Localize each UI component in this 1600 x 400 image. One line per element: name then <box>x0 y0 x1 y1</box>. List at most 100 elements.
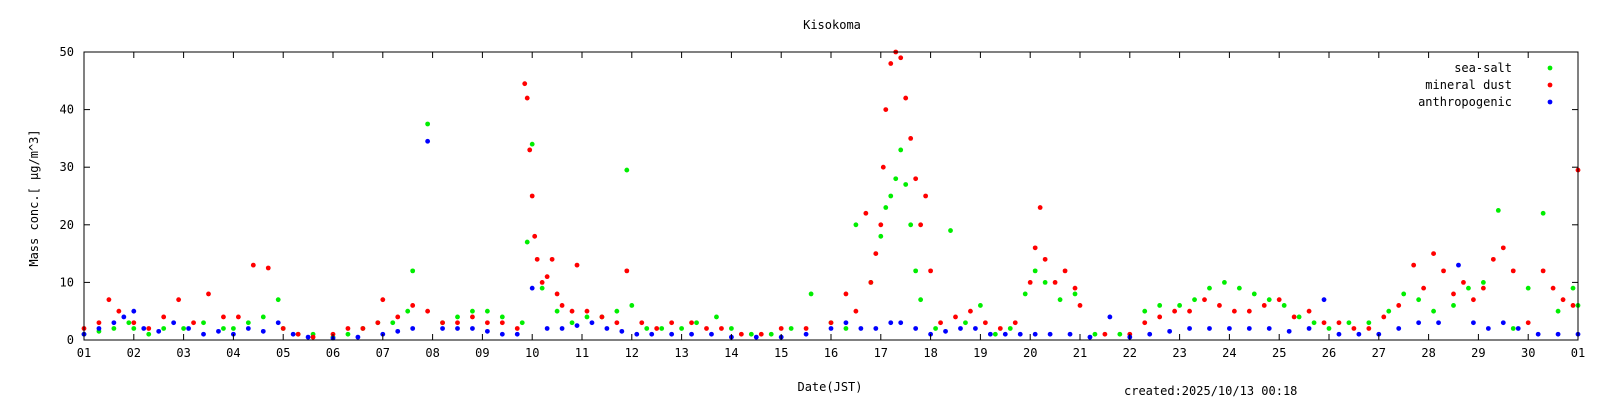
data-point <box>714 314 719 320</box>
data-point <box>1515 326 1521 331</box>
legend-marker <box>1547 99 1553 105</box>
data-point <box>948 228 953 233</box>
data-point <box>345 326 351 331</box>
data-point <box>231 326 236 331</box>
data-point <box>878 233 884 239</box>
data-point <box>1246 326 1252 331</box>
data-point <box>1471 320 1476 326</box>
data-point <box>973 326 978 331</box>
data-point <box>96 320 102 326</box>
data-point <box>1207 285 1212 291</box>
data-point <box>1535 331 1541 337</box>
data-point <box>260 314 266 320</box>
data-point <box>1022 291 1028 297</box>
plot-area <box>81 49 1581 341</box>
x-axis-label: Date(JST) <box>797 380 862 394</box>
data-point <box>1381 314 1387 320</box>
data-point <box>161 326 167 331</box>
data-point <box>440 326 445 331</box>
data-point <box>1421 285 1427 291</box>
data-point <box>532 233 538 239</box>
data-point <box>1336 331 1342 337</box>
y-tick-label: 0 <box>67 333 74 347</box>
data-point <box>1510 268 1516 274</box>
data-point <box>893 176 899 182</box>
x-tick-label: 24 <box>1222 346 1236 360</box>
data-point <box>843 291 849 297</box>
data-point <box>908 222 914 228</box>
data-point <box>1062 268 1068 274</box>
data-point <box>1177 303 1182 308</box>
data-point <box>803 326 809 331</box>
data-point <box>1570 285 1576 291</box>
data-point <box>1167 328 1173 334</box>
data-point <box>390 320 396 326</box>
data-point <box>1172 308 1178 314</box>
data-point <box>380 297 386 303</box>
data-point <box>1306 326 1312 331</box>
data-point <box>1032 245 1038 251</box>
data-point <box>788 326 794 331</box>
data-point <box>858 326 864 331</box>
data-point <box>514 326 520 331</box>
data-point <box>295 331 301 337</box>
data-point <box>529 193 535 199</box>
data-point <box>559 326 565 331</box>
data-point <box>470 308 475 314</box>
data-point <box>913 176 919 182</box>
data-point <box>201 320 206 326</box>
data-point <box>1321 297 1327 303</box>
x-tick-label: 07 <box>376 346 390 360</box>
data-point <box>982 320 988 326</box>
data-point <box>978 303 983 308</box>
data-point <box>808 291 814 297</box>
data-point <box>624 268 630 274</box>
data-point <box>1540 210 1546 216</box>
data-point <box>903 182 909 187</box>
data-point <box>1461 280 1466 285</box>
data-point <box>539 285 545 291</box>
data-point <box>111 320 117 326</box>
data-point <box>1157 303 1163 308</box>
data-point <box>131 326 137 331</box>
data-point <box>689 320 694 326</box>
data-point <box>1396 303 1402 308</box>
data-point <box>245 326 251 331</box>
data-point <box>918 297 924 303</box>
data-point <box>614 308 620 314</box>
data-point <box>913 326 919 331</box>
data-point <box>828 320 834 326</box>
data-point <box>1057 297 1063 303</box>
data-point <box>828 326 834 331</box>
data-point <box>1072 285 1078 291</box>
data-point <box>549 256 555 262</box>
data-point <box>265 265 271 271</box>
data-point <box>729 326 734 331</box>
data-point <box>943 328 948 334</box>
data-point <box>908 136 914 141</box>
data-point <box>1047 331 1053 337</box>
data-point <box>116 308 122 314</box>
data-point <box>280 326 286 331</box>
data-point <box>649 331 655 337</box>
data-point <box>1451 303 1456 308</box>
data-point <box>1555 331 1561 337</box>
data-point <box>425 308 431 314</box>
data-point <box>410 268 416 274</box>
series-sea-salt <box>81 121 1581 340</box>
data-point <box>1396 326 1402 331</box>
data-point <box>440 320 445 326</box>
data-point <box>1296 314 1302 320</box>
data-point <box>1187 326 1192 331</box>
x-tick-label: 02 <box>127 346 141 360</box>
data-point <box>1032 331 1038 337</box>
x-tick-label: 25 <box>1272 346 1286 360</box>
data-point <box>888 193 894 199</box>
data-point <box>958 326 963 331</box>
data-point <box>1471 297 1476 303</box>
data-point <box>903 95 909 101</box>
data-point <box>221 326 226 331</box>
data-point <box>455 326 460 331</box>
data-point <box>410 303 416 308</box>
data-point <box>928 268 933 274</box>
